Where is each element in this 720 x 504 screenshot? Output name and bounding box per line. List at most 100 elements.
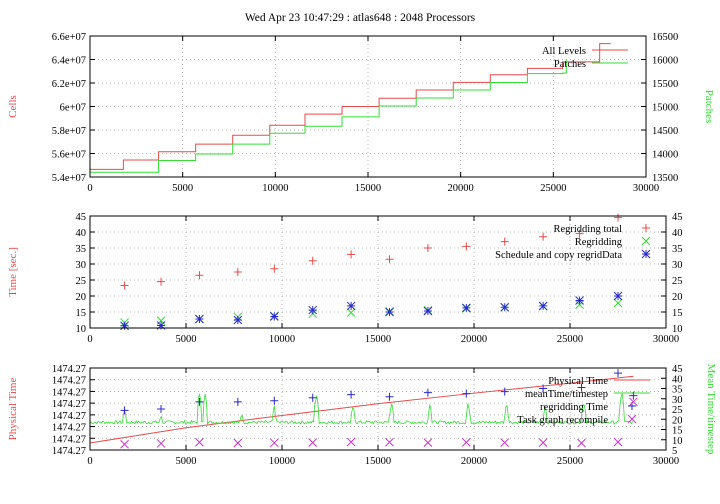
- y2-tick-label: 13500: [652, 173, 678, 184]
- x-tick-label: 0: [87, 456, 92, 467]
- data-point-0: [500, 237, 509, 246]
- data-point-3: [500, 438, 510, 447]
- y-tick-label: 10: [76, 324, 87, 335]
- y2-tick-label: 16000: [652, 56, 678, 67]
- data-point-1: [346, 308, 356, 317]
- y-tick-label: 6e+07: [60, 103, 86, 114]
- y-tick-label: 25: [76, 276, 87, 287]
- data-point-2: [575, 296, 584, 305]
- data-point-2: [156, 321, 166, 330]
- data-point-2: [629, 391, 638, 400]
- data-point-1: [613, 298, 623, 308]
- data-point-3: [346, 437, 356, 447]
- x-tick-label: 30000: [653, 456, 679, 467]
- y2-tick-label: 30: [672, 260, 683, 271]
- data-point-2: [347, 390, 356, 399]
- x-tick-label: 5000: [176, 456, 197, 467]
- legend-marker: [627, 414, 637, 424]
- series-line-0: [89, 375, 634, 444]
- plot-frame: [89, 367, 667, 451]
- y2-tick-label: 35: [672, 385, 683, 396]
- y2-tick-label: 5: [672, 446, 677, 457]
- legend-label: All Levels: [542, 46, 586, 57]
- data-point-0: [423, 244, 432, 252]
- data-point-3: [308, 438, 318, 447]
- data-point-2: [461, 303, 471, 313]
- data-point-2: [120, 321, 129, 331]
- x-tick-label: 10000: [262, 183, 288, 194]
- y2-tick-label: 14500: [652, 126, 678, 137]
- plot-frame: [89, 215, 667, 329]
- y2-tick-label: 45: [672, 364, 683, 375]
- y-tick-label: 40: [76, 228, 87, 239]
- x-tick-label: 30000: [653, 334, 679, 345]
- y-tick-label: 20: [76, 292, 87, 303]
- legend-label: Task graph recompile: [517, 415, 608, 426]
- data-point-2: [423, 388, 432, 397]
- x-tick-label: 15000: [365, 334, 391, 345]
- legend-label: Schedule and copy regridData: [495, 250, 622, 261]
- x-tick-label: 30000: [633, 183, 659, 194]
- data-point-2: [233, 315, 243, 325]
- x-tick-label: 20000: [461, 456, 487, 467]
- data-point-0: [120, 281, 129, 290]
- legend-label: meanTime/timestep: [525, 389, 608, 400]
- y2-tick-label: 40: [672, 228, 683, 239]
- legend-label: Regridding: [575, 237, 623, 248]
- y-tick-label: 1474.27: [52, 387, 86, 398]
- y-tick-label: 1474.27: [52, 446, 86, 457]
- x-tick-label: 10000: [269, 456, 295, 467]
- data-point-2: [269, 312, 279, 321]
- data-point-3: [423, 438, 433, 447]
- data-point-0: [270, 264, 279, 273]
- data-point-3: [120, 439, 129, 449]
- data-point-3: [629, 397, 638, 407]
- data-point-2: [120, 406, 129, 415]
- series-line-1: [89, 392, 633, 426]
- y-tick-label: 1474.27: [52, 399, 86, 410]
- x-tick-label: 5000: [172, 183, 193, 194]
- y2-axis-label: Mean Time/timestep: [705, 364, 717, 455]
- data-point-2: [462, 389, 471, 398]
- y-tick-label: 6.2e+07: [52, 79, 86, 90]
- x-tick-label: 5000: [176, 334, 197, 345]
- y-tick-label: 1474.27: [52, 364, 86, 375]
- y-tick-label: 5.8e+07: [52, 126, 86, 137]
- x-tick-label: 0: [87, 183, 92, 194]
- data-point-3: [156, 439, 166, 448]
- data-point-3: [233, 438, 243, 448]
- y-axis-label: Physical Time: [7, 378, 19, 441]
- y2-tick-label: 45: [672, 212, 683, 223]
- legend-marker: [641, 236, 651, 246]
- x-tick-label: 25000: [557, 334, 583, 345]
- y-tick-label: 1474.27: [52, 423, 86, 434]
- x-tick-label: 15000: [355, 183, 381, 194]
- y2-tick-label: 20: [672, 292, 683, 303]
- data-point-2: [233, 397, 242, 406]
- legend-label: Physical Time: [548, 376, 608, 387]
- legend-label: Patches: [554, 59, 586, 70]
- y2-axis-label: Patches: [703, 90, 715, 124]
- y2-tick-label: 14000: [652, 150, 678, 161]
- data-point-2: [385, 307, 394, 317]
- data-point-2: [539, 384, 548, 393]
- data-point-2: [613, 291, 623, 301]
- data-point-0: [233, 268, 242, 276]
- data-point-2: [538, 301, 548, 311]
- series-line-1: [90, 59, 567, 173]
- y-tick-label: 45: [76, 212, 87, 223]
- plot-frame: [89, 35, 647, 178]
- data-point-2: [308, 305, 318, 315]
- y-tick-label: 1474.27: [52, 434, 86, 445]
- x-tick-label: 10000: [269, 334, 295, 345]
- x-tick-label: 0: [87, 334, 92, 345]
- y2-tick-label: 25: [672, 276, 683, 287]
- y2-tick-label: 15500: [652, 79, 678, 90]
- data-point-0: [308, 256, 317, 265]
- y2-tick-label: 15000: [652, 103, 678, 114]
- y2-tick-label: 15: [672, 426, 683, 437]
- y2-tick-label: 10: [672, 436, 683, 447]
- x-tick-label: 25000: [557, 456, 583, 467]
- y-tick-label: 6.6e+07: [52, 32, 86, 43]
